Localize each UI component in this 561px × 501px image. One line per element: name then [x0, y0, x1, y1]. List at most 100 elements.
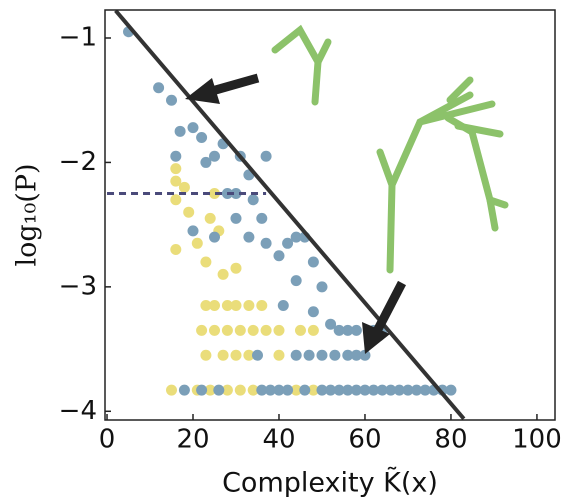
point — [256, 300, 268, 312]
tree-large-branch — [454, 122, 504, 138]
fit-line — [114, 10, 466, 420]
point — [209, 150, 221, 162]
point — [316, 281, 328, 293]
point — [316, 384, 328, 396]
arrow-head — [362, 322, 390, 354]
point — [247, 324, 259, 336]
point — [247, 194, 259, 206]
tree-small — [271, 24, 322, 106]
point — [273, 250, 285, 262]
point — [299, 384, 311, 396]
point — [303, 349, 315, 361]
y-tick-label: −2 — [59, 147, 97, 177]
arrows — [185, 73, 406, 354]
x-tick-label: 20 — [176, 425, 209, 455]
x-axis-label: Complexity K̃(x) — [222, 467, 438, 499]
point — [260, 237, 272, 249]
point — [359, 349, 371, 361]
point — [247, 384, 259, 396]
point — [273, 324, 285, 336]
point — [256, 384, 268, 396]
y-tick-label: −4 — [59, 396, 97, 426]
point — [290, 384, 302, 396]
arrow-head — [185, 78, 220, 104]
point — [200, 349, 212, 361]
point — [282, 384, 294, 396]
point — [350, 324, 362, 336]
point — [209, 300, 221, 312]
point — [294, 324, 306, 336]
tree-drawings — [271, 24, 509, 274]
point — [243, 231, 255, 243]
point — [307, 306, 319, 318]
point — [221, 300, 233, 312]
x-tick-label: 40 — [262, 425, 295, 455]
point — [329, 349, 341, 361]
point — [290, 349, 302, 361]
point — [402, 384, 414, 396]
point — [290, 231, 302, 243]
point — [200, 256, 212, 268]
point — [204, 212, 216, 224]
point — [277, 300, 289, 312]
point — [209, 231, 221, 243]
point — [256, 212, 268, 224]
point — [183, 206, 195, 218]
y-tick-label: −1 — [59, 22, 97, 52]
point — [342, 384, 354, 396]
point — [221, 384, 233, 396]
arrow-shaft — [371, 280, 406, 338]
point — [178, 384, 190, 396]
point — [368, 384, 380, 396]
point — [230, 300, 242, 312]
point — [209, 188, 221, 200]
x-tick-label: 80 — [434, 425, 467, 455]
point — [166, 384, 178, 396]
point — [325, 384, 337, 396]
point — [359, 384, 371, 396]
plot-area — [107, 10, 466, 420]
tree-large-trunk — [376, 148, 396, 274]
point — [290, 275, 302, 287]
point — [166, 94, 178, 106]
point — [264, 384, 276, 396]
point — [307, 384, 319, 396]
point — [230, 349, 242, 361]
y-tick-label: −3 — [59, 271, 97, 301]
point — [260, 150, 272, 162]
point — [170, 150, 182, 162]
plot-frame — [104, 9, 556, 421]
point — [170, 175, 182, 187]
point — [217, 349, 229, 361]
point — [221, 324, 233, 336]
x-tick-label: 60 — [348, 425, 381, 455]
point — [170, 194, 182, 206]
point — [196, 324, 208, 336]
point — [333, 324, 345, 336]
point — [170, 163, 182, 175]
point — [213, 384, 225, 396]
point — [209, 324, 221, 336]
point — [307, 324, 319, 336]
point — [204, 384, 216, 396]
point — [307, 256, 319, 268]
point — [200, 300, 212, 312]
point — [234, 384, 246, 396]
tree-small-branch — [314, 38, 332, 66]
point — [200, 156, 212, 168]
point — [316, 349, 328, 361]
x-tick-label: 100 — [512, 425, 561, 455]
point — [411, 384, 423, 396]
point — [342, 349, 354, 361]
point — [243, 300, 255, 312]
point — [282, 237, 294, 249]
point — [196, 132, 208, 144]
point — [217, 268, 229, 280]
point — [393, 384, 405, 396]
point — [196, 384, 208, 396]
point — [187, 225, 199, 237]
y-axis-label: log₁₀(P) — [12, 163, 43, 266]
point — [273, 384, 285, 396]
